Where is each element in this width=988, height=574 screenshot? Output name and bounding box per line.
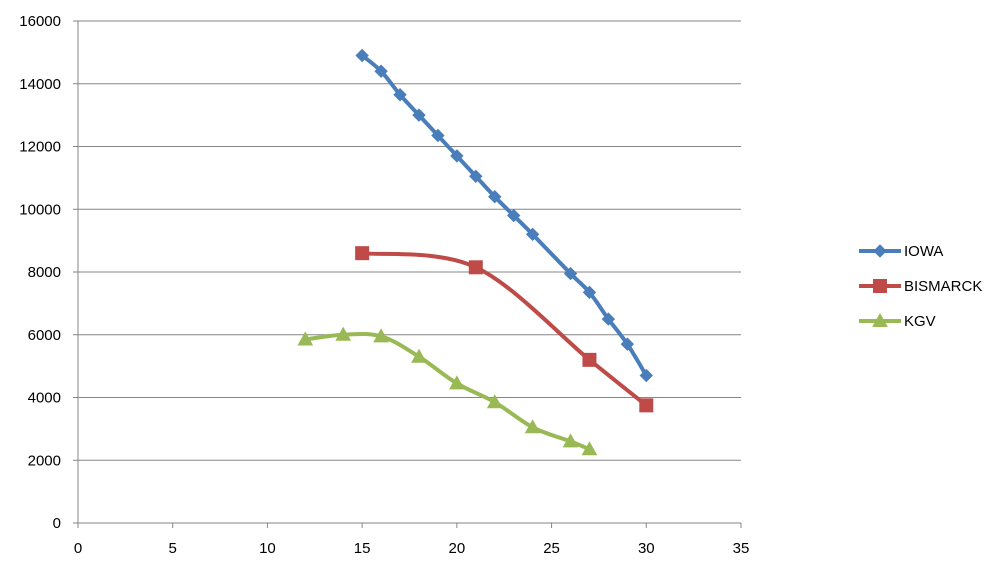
data-point-bismarck xyxy=(468,260,483,275)
data-point-kgv xyxy=(562,433,579,448)
x-tick-label: 25 xyxy=(543,540,560,557)
tick-labels: 0 2000 4000 6000 8000 10000 12000 14000 16000 0 5 1… xyxy=(19,13,749,557)
series-iowa xyxy=(355,48,653,383)
data-point-iowa xyxy=(525,227,540,242)
data-point-iowa xyxy=(488,189,502,204)
data-point-iowa xyxy=(431,128,445,143)
y-tick-label: 12000 xyxy=(19,139,61,156)
x-tick-label: 10 xyxy=(259,540,276,557)
legend-label-bismarck: BISMARCK xyxy=(904,278,982,295)
legend-marker-iowa xyxy=(873,244,887,258)
data-point-kgv xyxy=(297,331,314,346)
legend-marker-kgv xyxy=(872,312,888,327)
series-line-iowa xyxy=(360,53,649,378)
x-tick-label: 15 xyxy=(354,540,371,557)
legend: IOWA BISMARCK KGV xyxy=(859,243,982,330)
y-tick-label: 2000 xyxy=(28,452,61,469)
y-tick-label: 6000 xyxy=(28,327,61,344)
y-tick-label: 0 xyxy=(53,515,61,532)
data-point-iowa xyxy=(450,149,464,163)
data-point-kgv xyxy=(373,328,389,343)
data-point-iowa xyxy=(639,368,653,383)
series-kgv xyxy=(297,326,598,456)
x-tick-label: 30 xyxy=(638,540,655,557)
y-tick-label: 14000 xyxy=(19,76,61,93)
x-tick-label: 35 xyxy=(733,540,750,557)
data-point-iowa xyxy=(601,312,616,326)
data-point-iowa xyxy=(469,169,483,184)
data-point-iowa xyxy=(506,208,521,223)
data-point-kgv xyxy=(581,441,598,456)
data-point-iowa xyxy=(620,337,635,351)
data-point-iowa xyxy=(563,266,578,281)
data-point-bismarck xyxy=(639,398,654,413)
data-point-kgv xyxy=(449,375,465,390)
x-tick-label: 20 xyxy=(449,540,466,557)
data-point-kgv xyxy=(486,394,503,409)
series-line-bismarck xyxy=(360,251,649,408)
legend-entry-iowa: IOWA xyxy=(859,243,943,260)
data-point-iowa xyxy=(355,48,369,63)
data-point-iowa xyxy=(412,108,426,122)
series-line-kgv xyxy=(303,331,592,452)
y-tick-label: 10000 xyxy=(19,201,61,218)
axes xyxy=(73,20,742,528)
y-tick-label: 16000 xyxy=(19,13,61,30)
series-bismarck xyxy=(355,246,654,413)
gridlines xyxy=(78,20,741,461)
series-group xyxy=(297,48,654,456)
x-tick-label: 5 xyxy=(169,540,177,557)
data-point-iowa xyxy=(582,285,597,300)
data-point-bismarck xyxy=(582,352,597,367)
data-point-iowa xyxy=(393,88,407,102)
data-point-bismarck xyxy=(355,246,370,261)
data-point-kgv xyxy=(335,326,352,341)
y-tick-label: 4000 xyxy=(28,390,61,407)
legend-label-iowa: IOWA xyxy=(904,243,943,260)
legend-entry-kgv: KGV xyxy=(859,312,936,330)
legend-marker-bismarck xyxy=(873,279,887,293)
data-point-kgv xyxy=(524,419,541,434)
data-point-iowa xyxy=(374,64,388,78)
data-point-kgv xyxy=(411,348,427,363)
legend-label-kgv: KGV xyxy=(904,313,936,330)
y-tick-label: 8000 xyxy=(28,264,61,281)
x-tick-label: 0 xyxy=(74,540,82,557)
legend-entry-bismarck: BISMARCK xyxy=(859,278,982,295)
